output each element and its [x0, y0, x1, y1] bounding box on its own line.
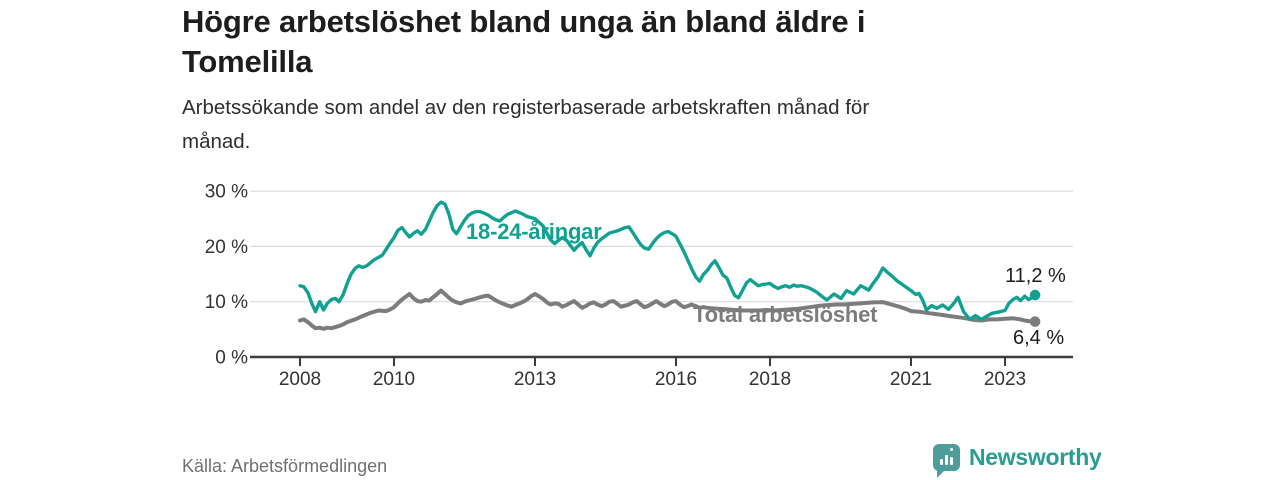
series-label-total: Total arbetslöshet	[693, 302, 878, 327]
x-axis-tick-label: 2013	[514, 369, 556, 390]
chart-subtitle: Arbetssökande som andel av den registerb…	[182, 96, 870, 153]
logo-bar-tall	[945, 455, 948, 465]
logo-bar-small	[940, 459, 943, 465]
end-value-label-total: 6,4 %	[1013, 327, 1065, 349]
y-axis-tick-label: 30 %	[205, 182, 248, 203]
source-note: Källa: Arbetsförmedlingen	[182, 456, 388, 476]
x-axis-tick-label: 2016	[655, 369, 697, 390]
page-title: Högre arbetslöshet bland unga än bland ä…	[182, 4, 866, 79]
logo-bar-exclaim	[950, 457, 953, 465]
x-axis-tick-label: 2021	[890, 369, 932, 390]
y-axis-tick-label: 20 %	[205, 237, 248, 258]
series-line-youth	[298, 200, 1037, 322]
logo-exclaim-dot	[950, 448, 953, 451]
x-axis-tick-label: 2010	[373, 369, 415, 390]
x-axis-tick-label: 2008	[279, 369, 321, 390]
logo-bubble-tail	[937, 469, 946, 478]
newsworthy-bubble-chart-icon	[933, 444, 960, 478]
x-axis-tick-label: 2023	[984, 369, 1026, 390]
y-axis-tick-label: 10 %	[205, 292, 248, 313]
x-axis-tick-label: 2018	[749, 369, 791, 390]
end-value-label-youth: 11,2 %	[1005, 265, 1066, 287]
y-axis-tick-label: 0 %	[215, 348, 248, 369]
series-line-total	[298, 288, 1038, 331]
end-dot-youth	[1029, 289, 1041, 301]
series-label-youth: 18-24-åringar	[466, 219, 602, 244]
newsworthy-wordmark: Newsworthy	[969, 444, 1102, 470]
newsworthy-logo: Newsworthy	[933, 444, 1102, 478]
end-dot-total	[1029, 316, 1041, 327]
